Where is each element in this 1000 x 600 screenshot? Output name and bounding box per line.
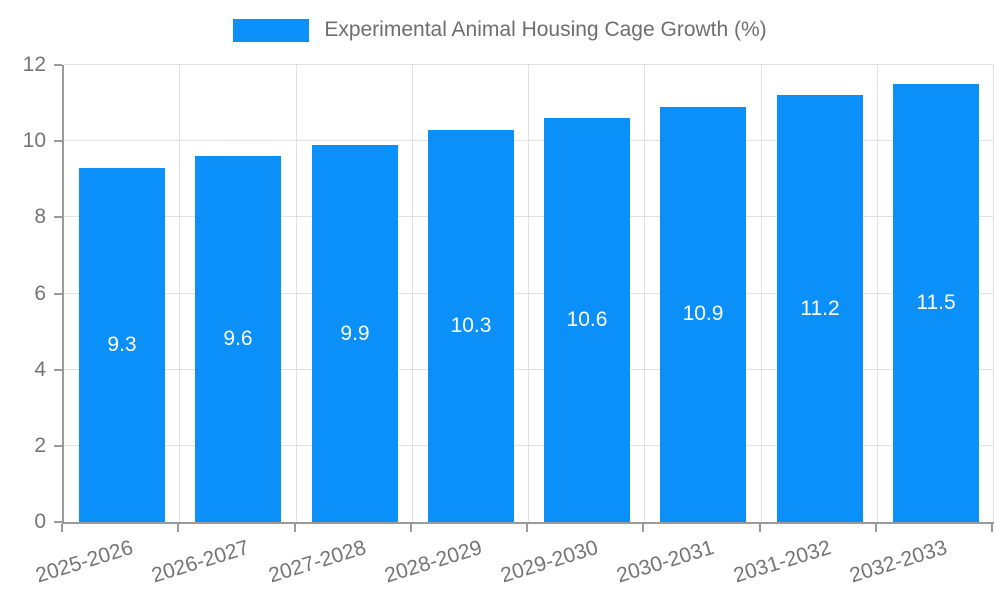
y-tick-label: 10 bbox=[22, 129, 46, 153]
gridline-vertical bbox=[644, 65, 646, 522]
chart-legend: Experimental Animal Housing Cage Growth … bbox=[0, 18, 1000, 42]
bar-value-label: 11.5 bbox=[916, 291, 956, 315]
y-tick-label: 6 bbox=[34, 281, 46, 305]
bar: 11.2 bbox=[777, 95, 863, 522]
bar-value-label: 9.9 bbox=[340, 321, 370, 345]
gridline-horizontal bbox=[64, 444, 994, 446]
gridline-horizontal bbox=[64, 64, 994, 65]
gridline-vertical bbox=[876, 65, 878, 522]
gridline-vertical bbox=[528, 65, 529, 522]
gridline-vertical bbox=[179, 65, 181, 522]
bar: 9.3 bbox=[79, 167, 165, 522]
bar-value-label: 10.9 bbox=[682, 302, 724, 326]
legend-label[interactable]: Experimental Animal Housing Cage Growth … bbox=[324, 18, 767, 41]
y-tick-label: 8 bbox=[34, 205, 46, 229]
x-tick-mark bbox=[642, 524, 645, 532]
x-tick-mark bbox=[177, 524, 180, 532]
x-tick-mark bbox=[991, 524, 993, 532]
gridline-vertical bbox=[295, 65, 297, 522]
bar-value-label: 10.3 bbox=[450, 313, 492, 337]
x-tick-mark bbox=[61, 524, 63, 532]
y-tick-label: 2 bbox=[34, 433, 46, 457]
bar: 11.5 bbox=[893, 84, 979, 522]
bar: 9.6 bbox=[195, 156, 281, 522]
bar: 10.6 bbox=[544, 118, 630, 522]
bar: 9.9 bbox=[312, 144, 398, 522]
x-tick-mark bbox=[409, 524, 412, 532]
y-axis-labels: 0 2 4 6 8 10 12 bbox=[0, 0, 54, 600]
gridline-horizontal bbox=[64, 368, 994, 370]
x-tick-mark bbox=[293, 524, 296, 532]
bar-value-label: 9.6 bbox=[223, 327, 253, 351]
y-tick-label: 0 bbox=[34, 510, 46, 533]
plot-area: 9.3 9.6 9.9 10.3 10.6 10.9 11.2 11.5 bbox=[62, 64, 994, 524]
gridline-vertical bbox=[993, 65, 994, 522]
y-tick-label: 4 bbox=[34, 357, 46, 381]
y-tick-mark bbox=[54, 368, 62, 371]
bar-value-label: 10.6 bbox=[566, 308, 608, 332]
gridline-horizontal bbox=[64, 140, 994, 142]
x-tick-mark bbox=[526, 524, 528, 532]
gridline-vertical bbox=[411, 65, 413, 522]
gridline-horizontal bbox=[64, 292, 994, 294]
gridline-vertical bbox=[760, 65, 762, 522]
bar-value-label: 9.3 bbox=[107, 332, 137, 356]
y-tick-mark bbox=[54, 444, 62, 447]
gridline-horizontal bbox=[64, 216, 994, 218]
x-tick-mark bbox=[758, 524, 761, 532]
y-tick-mark bbox=[54, 521, 62, 523]
x-tick-mark bbox=[874, 524, 877, 532]
bar-value-label: 11.2 bbox=[800, 296, 840, 320]
bar: 10.3 bbox=[428, 129, 514, 522]
legend-swatch[interactable] bbox=[233, 18, 310, 42]
y-tick-mark bbox=[54, 216, 62, 219]
y-tick-mark bbox=[54, 140, 62, 143]
y-tick-mark bbox=[54, 292, 62, 295]
y-tick-label: 12 bbox=[22, 53, 46, 76]
y-tick-mark bbox=[54, 64, 62, 66]
bar: 10.9 bbox=[660, 106, 746, 522]
